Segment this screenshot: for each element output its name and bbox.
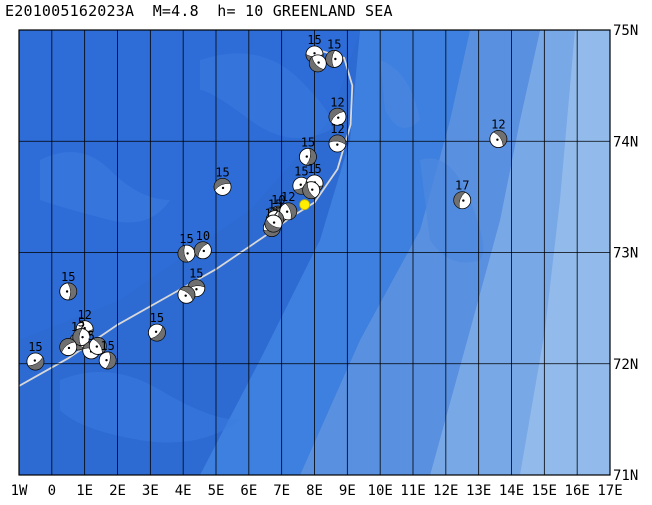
- longitude-label: 6E: [240, 483, 257, 499]
- focal-mechanism: [264, 214, 283, 233]
- longitude-labels: 1W 0 1E 2E 3E 4E 5E 6E 7E 8E 9E 10E 11E 12E 13E 14E 15E 1…: [11, 483, 623, 499]
- epicenter-dot: [299, 199, 311, 211]
- depth-label: 15: [215, 165, 229, 179]
- depth-label: 15: [307, 162, 321, 176]
- graticule: [19, 30, 610, 475]
- longitude-label: 2E: [109, 483, 126, 499]
- latitude-label: 72N: [613, 357, 638, 373]
- depth-label: 15: [61, 270, 75, 284]
- longitude-label: 0: [48, 483, 56, 499]
- latitude-labels: 71N 72N 73N 74N 75N: [613, 23, 638, 484]
- latitude-label: 73N: [613, 246, 638, 262]
- longitude-label: 9E: [339, 483, 356, 499]
- focal-mechanism: [308, 54, 327, 73]
- longitude-label: 12E: [433, 483, 458, 499]
- depth-label: 5: [88, 329, 95, 343]
- focal-mechanism: 17: [453, 179, 472, 210]
- longitude-label: 8E: [306, 483, 323, 499]
- focal-mechanism: [59, 338, 78, 356]
- depth-label: 10: [271, 193, 285, 207]
- latitude-label: 74N: [613, 134, 638, 150]
- depth-label: 15: [268, 198, 282, 212]
- longitude-label: 4E: [175, 483, 192, 499]
- map-frame: [18, 29, 611, 476]
- longitude-label: 1E: [76, 483, 93, 499]
- focal-mechanism: 15: [325, 37, 344, 68]
- depth-label: 15: [150, 311, 164, 325]
- focal-mechanism: [88, 337, 107, 355]
- depth-label: 15: [307, 33, 321, 47]
- latitude-label: 71N: [613, 468, 638, 484]
- depth-label: 12: [330, 122, 344, 136]
- epicenter-marker: [299, 199, 311, 211]
- depth-label: 15: [301, 135, 315, 149]
- depth-label: 12: [281, 190, 295, 204]
- focal-mechanism: 15: [213, 165, 232, 196]
- focal-mechanism: 12: [489, 118, 508, 148]
- longitude-label: 17E: [597, 483, 622, 499]
- longitude-label: 15E: [532, 483, 557, 499]
- longitude-label: 16E: [565, 483, 590, 499]
- longitude-label: 14E: [499, 483, 524, 499]
- depth-label: 12: [77, 308, 91, 322]
- longitude-label: 3E: [142, 483, 159, 499]
- depth-label: 15: [189, 267, 203, 281]
- depth-label: 15: [100, 339, 114, 353]
- focal-mechanism: 5: [72, 316, 91, 346]
- depth-label: 15: [294, 164, 308, 178]
- depth-label: 10: [196, 229, 210, 243]
- longitude-label: 11E: [400, 483, 425, 499]
- focal-mechanism: [177, 285, 196, 304]
- latitude-label: 75N: [613, 23, 638, 39]
- longitude-label: 13E: [466, 483, 491, 499]
- depth-label: 5: [78, 316, 85, 330]
- focal-mechanism: 12: [328, 95, 347, 126]
- depth-label: 15: [327, 37, 341, 51]
- focal-mechanism: 15: [187, 267, 206, 298]
- focal-mechanism: 15: [59, 270, 78, 301]
- longitude-label: 7E: [273, 483, 290, 499]
- depth-label: 15: [28, 340, 42, 354]
- longitude-label: 1W: [11, 483, 28, 499]
- focal-mechanism: [302, 181, 321, 200]
- depth-label: 12: [330, 95, 344, 109]
- depth-label: 12: [491, 118, 505, 132]
- depth-label: 17: [455, 179, 469, 193]
- event-title: E201005162023A M=4.8 h= 10 GREENLAND SEA: [5, 2, 393, 20]
- focal-mechanism: 15: [26, 340, 45, 371]
- focal-mechanism: 15: [177, 232, 196, 263]
- depth-label: 15: [179, 232, 193, 246]
- focal-mechanism: 12: [279, 190, 298, 221]
- focal-mechanism: 15: [299, 135, 317, 166]
- longitude-label: 10E: [368, 483, 393, 499]
- focal-mechanism: 10: [193, 229, 212, 260]
- longitude-label: 5E: [208, 483, 225, 499]
- focal-mechanism: 15: [147, 311, 166, 342]
- focal-mechanism: 12: [328, 122, 347, 153]
- focal-mechanism: 15: [98, 339, 117, 370]
